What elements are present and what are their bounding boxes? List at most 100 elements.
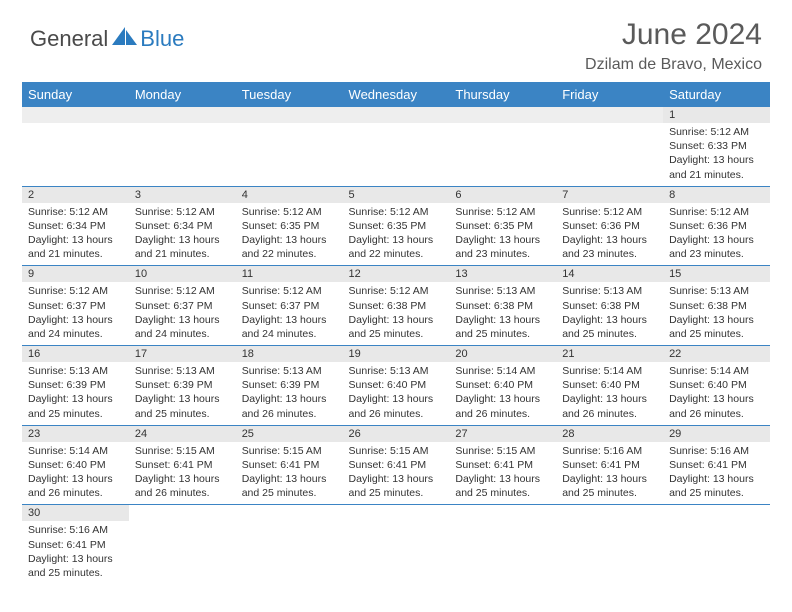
calendar-body: 1Sunrise: 5:12 AMSunset: 6:33 PMDaylight… xyxy=(22,107,770,584)
sunset-line: Sunset: 6:34 PM xyxy=(28,219,123,233)
sunset-line: Sunset: 6:37 PM xyxy=(135,299,230,313)
day-number: 23 xyxy=(22,426,129,442)
sunset-line: Sunset: 6:37 PM xyxy=(28,299,123,313)
day-number: 17 xyxy=(129,346,236,362)
day-details: Sunrise: 5:12 AMSunset: 6:34 PMDaylight:… xyxy=(129,203,236,266)
sunrise-line: Sunrise: 5:12 AM xyxy=(669,205,764,219)
daylight-line: Daylight: 13 hours and 26 minutes. xyxy=(669,392,764,420)
sunrise-line: Sunrise: 5:15 AM xyxy=(135,444,230,458)
day-details: Sunrise: 5:13 AMSunset: 6:40 PMDaylight:… xyxy=(343,362,450,425)
sunset-line: Sunset: 6:40 PM xyxy=(349,378,444,392)
sunrise-line: Sunrise: 5:12 AM xyxy=(349,205,444,219)
sunrise-line: Sunrise: 5:16 AM xyxy=(562,444,657,458)
sunrise-line: Sunrise: 5:13 AM xyxy=(242,364,337,378)
daylight-line: Daylight: 13 hours and 26 minutes. xyxy=(349,392,444,420)
calendar-cell: 1Sunrise: 5:12 AMSunset: 6:33 PMDaylight… xyxy=(663,107,770,186)
sunrise-line: Sunrise: 5:14 AM xyxy=(562,364,657,378)
sunset-line: Sunset: 6:35 PM xyxy=(349,219,444,233)
day-number: 4 xyxy=(236,187,343,203)
sunset-line: Sunset: 6:41 PM xyxy=(242,458,337,472)
calendar-cell: 7Sunrise: 5:12 AMSunset: 6:36 PMDaylight… xyxy=(556,186,663,266)
sunset-line: Sunset: 6:40 PM xyxy=(669,378,764,392)
day-number: 25 xyxy=(236,426,343,442)
day-number: 21 xyxy=(556,346,663,362)
day-details: Sunrise: 5:12 AMSunset: 6:36 PMDaylight:… xyxy=(663,203,770,266)
sunrise-line: Sunrise: 5:15 AM xyxy=(349,444,444,458)
day-details: Sunrise: 5:12 AMSunset: 6:35 PMDaylight:… xyxy=(343,203,450,266)
daylight-line: Daylight: 13 hours and 26 minutes. xyxy=(28,472,123,500)
day-number: 29 xyxy=(663,426,770,442)
day-details: Sunrise: 5:12 AMSunset: 6:35 PMDaylight:… xyxy=(449,203,556,266)
day-details: Sunrise: 5:12 AMSunset: 6:37 PMDaylight:… xyxy=(129,282,236,345)
calendar-cell: 13Sunrise: 5:13 AMSunset: 6:38 PMDayligh… xyxy=(449,266,556,346)
calendar-cell: 15Sunrise: 5:13 AMSunset: 6:38 PMDayligh… xyxy=(663,266,770,346)
day-number: 12 xyxy=(343,266,450,282)
daylight-line: Daylight: 13 hours and 24 minutes. xyxy=(135,313,230,341)
daylight-line: Daylight: 13 hours and 25 minutes. xyxy=(562,313,657,341)
sunrise-line: Sunrise: 5:12 AM xyxy=(242,205,337,219)
day-details: Sunrise: 5:13 AMSunset: 6:39 PMDaylight:… xyxy=(236,362,343,425)
daylight-line: Daylight: 13 hours and 25 minutes. xyxy=(669,313,764,341)
day-number: 9 xyxy=(22,266,129,282)
day-number: 1 xyxy=(663,107,770,123)
calendar-cell: 25Sunrise: 5:15 AMSunset: 6:41 PMDayligh… xyxy=(236,425,343,505)
sunrise-line: Sunrise: 5:14 AM xyxy=(28,444,123,458)
calendar-cell xyxy=(663,505,770,584)
sunset-line: Sunset: 6:35 PM xyxy=(455,219,550,233)
blank-day-header xyxy=(556,107,663,123)
daylight-line: Daylight: 13 hours and 21 minutes. xyxy=(669,153,764,181)
calendar-cell: 24Sunrise: 5:15 AMSunset: 6:41 PMDayligh… xyxy=(129,425,236,505)
calendar-row: 16Sunrise: 5:13 AMSunset: 6:39 PMDayligh… xyxy=(22,346,770,426)
day-details: Sunrise: 5:13 AMSunset: 6:39 PMDaylight:… xyxy=(22,362,129,425)
day-details: Sunrise: 5:13 AMSunset: 6:38 PMDaylight:… xyxy=(663,282,770,345)
sunrise-line: Sunrise: 5:15 AM xyxy=(242,444,337,458)
sunset-line: Sunset: 6:36 PM xyxy=(562,219,657,233)
day-details: Sunrise: 5:14 AMSunset: 6:40 PMDaylight:… xyxy=(663,362,770,425)
daylight-line: Daylight: 13 hours and 25 minutes. xyxy=(669,472,764,500)
day-details: Sunrise: 5:12 AMSunset: 6:36 PMDaylight:… xyxy=(556,203,663,266)
day-number: 30 xyxy=(22,505,129,521)
weekday-header: Wednesday xyxy=(343,82,450,107)
daylight-line: Daylight: 13 hours and 26 minutes. xyxy=(242,392,337,420)
weekday-header: Tuesday xyxy=(236,82,343,107)
sunset-line: Sunset: 6:38 PM xyxy=(455,299,550,313)
daylight-line: Daylight: 13 hours and 26 minutes. xyxy=(562,392,657,420)
day-details: Sunrise: 5:14 AMSunset: 6:40 PMDaylight:… xyxy=(556,362,663,425)
sunset-line: Sunset: 6:41 PM xyxy=(28,538,123,552)
calendar-cell: 10Sunrise: 5:12 AMSunset: 6:37 PMDayligh… xyxy=(129,266,236,346)
sunset-line: Sunset: 6:38 PM xyxy=(349,299,444,313)
weekday-header-row: SundayMondayTuesdayWednesdayThursdayFrid… xyxy=(22,82,770,107)
weekday-header: Friday xyxy=(556,82,663,107)
day-details: Sunrise: 5:12 AMSunset: 6:37 PMDaylight:… xyxy=(22,282,129,345)
day-number: 16 xyxy=(22,346,129,362)
day-details: Sunrise: 5:16 AMSunset: 6:41 PMDaylight:… xyxy=(556,442,663,505)
calendar-row: 30Sunrise: 5:16 AMSunset: 6:41 PMDayligh… xyxy=(22,505,770,584)
sunrise-line: Sunrise: 5:15 AM xyxy=(455,444,550,458)
calendar-cell xyxy=(343,505,450,584)
day-number: 20 xyxy=(449,346,556,362)
sunset-line: Sunset: 6:40 PM xyxy=(455,378,550,392)
blank-day-header xyxy=(343,107,450,123)
day-details: Sunrise: 5:12 AMSunset: 6:35 PMDaylight:… xyxy=(236,203,343,266)
day-details: Sunrise: 5:14 AMSunset: 6:40 PMDaylight:… xyxy=(22,442,129,505)
sunset-line: Sunset: 6:40 PM xyxy=(28,458,123,472)
sunset-line: Sunset: 6:36 PM xyxy=(669,219,764,233)
daylight-line: Daylight: 13 hours and 25 minutes. xyxy=(455,313,550,341)
calendar-cell xyxy=(556,505,663,584)
calendar-cell xyxy=(129,505,236,584)
day-number: 6 xyxy=(449,187,556,203)
day-details: Sunrise: 5:13 AMSunset: 6:38 PMDaylight:… xyxy=(449,282,556,345)
day-details: Sunrise: 5:13 AMSunset: 6:39 PMDaylight:… xyxy=(129,362,236,425)
day-number: 3 xyxy=(129,187,236,203)
sunrise-line: Sunrise: 5:12 AM xyxy=(28,284,123,298)
calendar-row: 1Sunrise: 5:12 AMSunset: 6:33 PMDaylight… xyxy=(22,107,770,186)
calendar-cell: 14Sunrise: 5:13 AMSunset: 6:38 PMDayligh… xyxy=(556,266,663,346)
daylight-line: Daylight: 13 hours and 24 minutes. xyxy=(242,313,337,341)
daylight-line: Daylight: 13 hours and 23 minutes. xyxy=(669,233,764,261)
sunrise-line: Sunrise: 5:13 AM xyxy=(669,284,764,298)
calendar-cell: 28Sunrise: 5:16 AMSunset: 6:41 PMDayligh… xyxy=(556,425,663,505)
calendar-cell: 22Sunrise: 5:14 AMSunset: 6:40 PMDayligh… xyxy=(663,346,770,426)
sunset-line: Sunset: 6:37 PM xyxy=(242,299,337,313)
sunset-line: Sunset: 6:34 PM xyxy=(135,219,230,233)
calendar-cell: 19Sunrise: 5:13 AMSunset: 6:40 PMDayligh… xyxy=(343,346,450,426)
